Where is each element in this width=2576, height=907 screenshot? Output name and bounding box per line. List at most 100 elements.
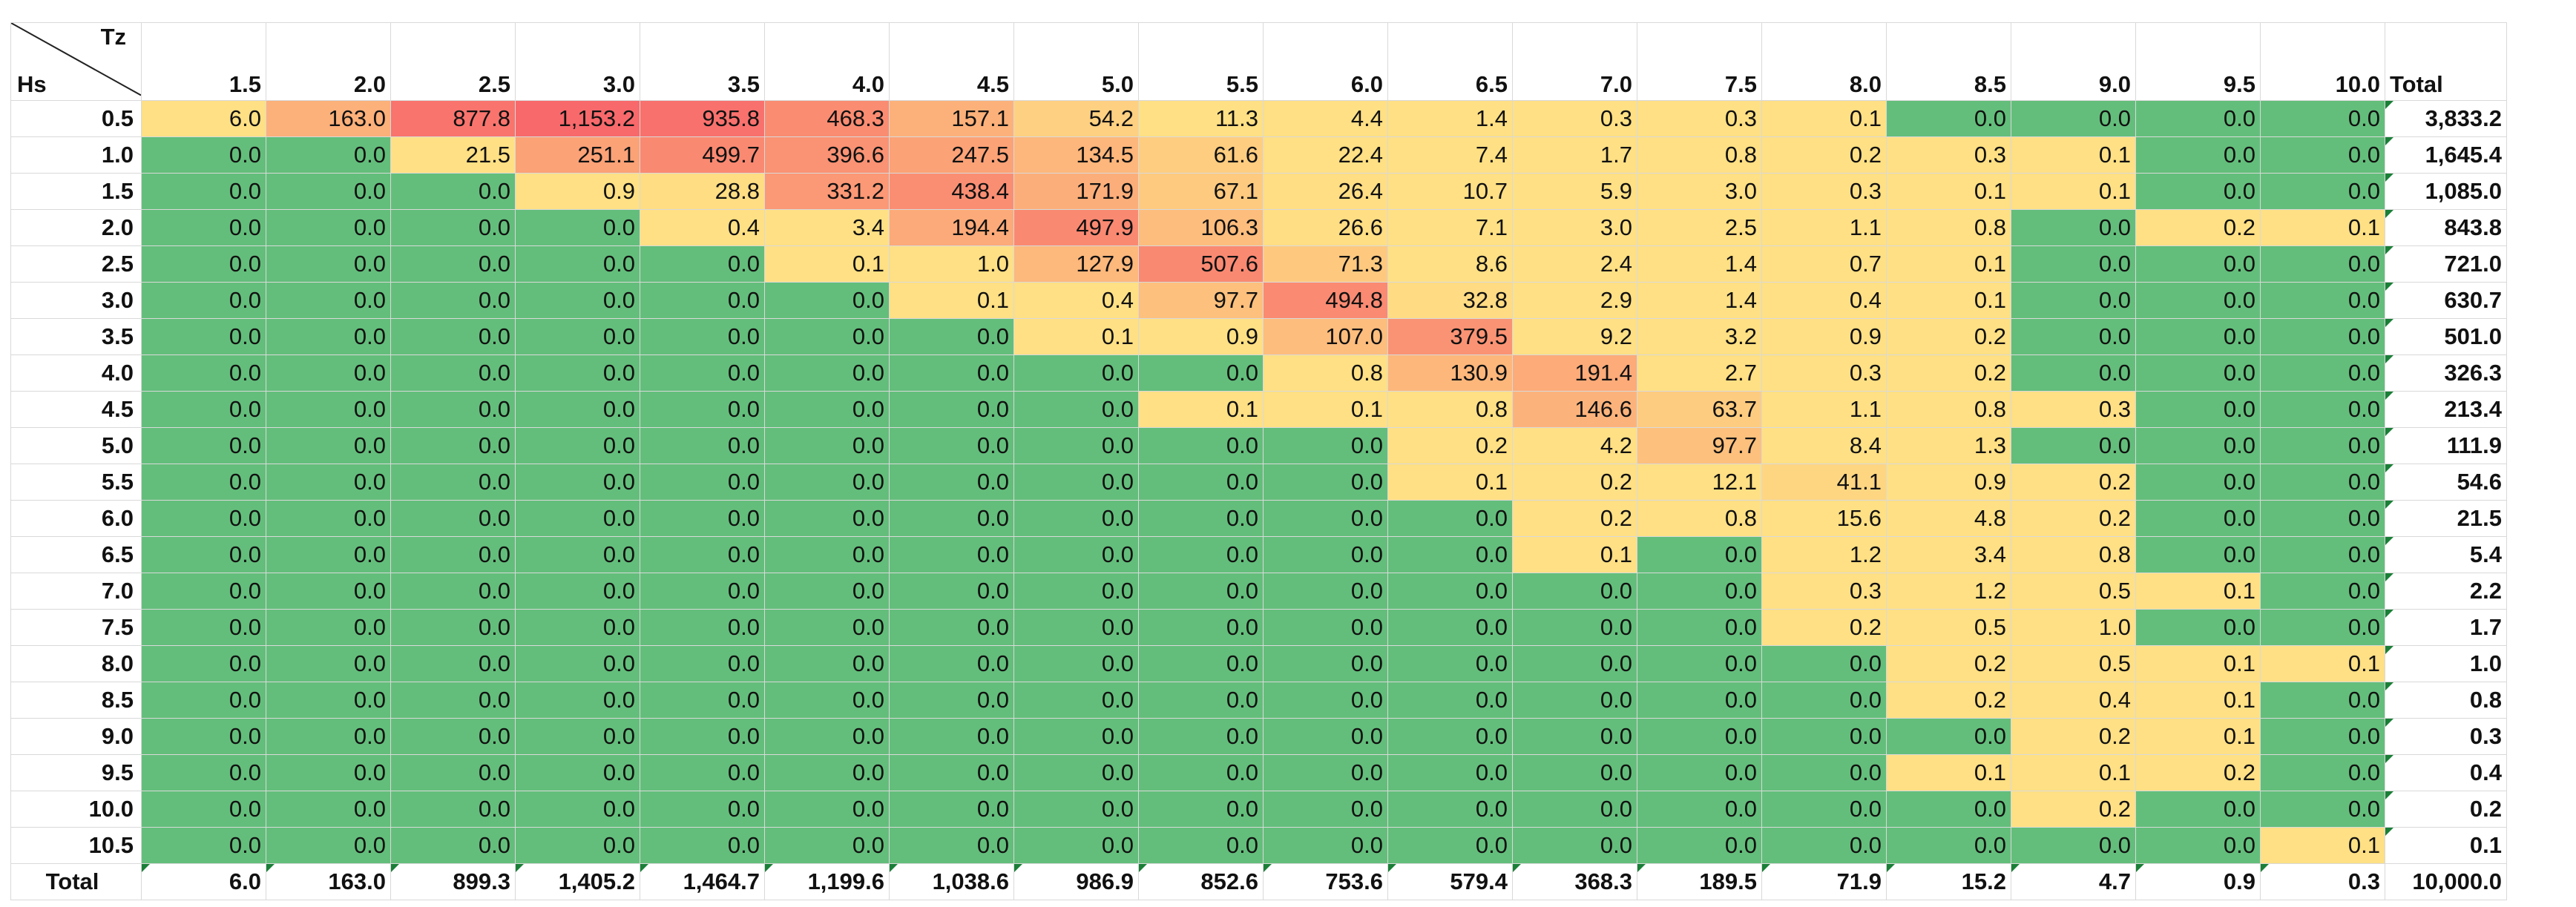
data-cell[interactable]: 0.0 <box>1013 718 1139 755</box>
data-cell[interactable]: 8.6 <box>1387 245 1513 283</box>
data-cell[interactable]: 0.0 <box>640 536 765 573</box>
data-cell[interactable]: 0.0 <box>266 609 391 646</box>
data-cell[interactable]: 0.0 <box>1263 827 1388 864</box>
data-cell[interactable]: 0.0 <box>1013 536 1139 573</box>
data-cell[interactable]: 0.0 <box>1637 536 1762 573</box>
data-cell[interactable]: 0.0 <box>2011 209 2136 246</box>
data-cell[interactable]: 0.0 <box>266 427 391 464</box>
data-cell[interactable]: 0.0 <box>515 754 640 791</box>
data-cell[interactable]: 0.0 <box>889 573 1014 610</box>
column-header[interactable]: 7.5 <box>1637 22 1762 101</box>
data-cell[interactable]: 134.5 <box>1013 136 1139 174</box>
row-total-cell[interactable]: 213.4 <box>2385 391 2507 428</box>
data-cell[interactable]: 0.0 <box>141 536 266 573</box>
data-cell[interactable]: 0.0 <box>515 391 640 428</box>
data-cell[interactable]: 0.0 <box>2260 136 2385 174</box>
data-cell[interactable]: 0.0 <box>1138 500 1264 537</box>
data-cell[interactable]: 0.0 <box>1761 682 1887 719</box>
data-cell[interactable]: 0.0 <box>2011 427 2136 464</box>
row-header[interactable]: 0.5 <box>10 100 142 137</box>
data-cell[interactable]: 0.0 <box>141 173 266 210</box>
data-cell[interactable]: 0.0 <box>640 245 765 283</box>
column-header[interactable]: 1.5 <box>141 22 266 101</box>
column-total-cell[interactable]: 1,405.2 <box>515 863 640 900</box>
row-total-cell[interactable]: 54.6 <box>2385 464 2507 501</box>
data-cell[interactable]: 28.8 <box>640 173 765 210</box>
column-header[interactable]: 9.5 <box>2135 22 2261 101</box>
row-total-cell[interactable]: 1,085.0 <box>2385 173 2507 210</box>
data-cell[interactable]: 0.0 <box>266 245 391 283</box>
data-cell[interactable]: 0.0 <box>1138 464 1264 501</box>
row-total-cell[interactable]: 0.2 <box>2385 791 2507 828</box>
data-cell[interactable]: 0.0 <box>764 718 890 755</box>
data-cell[interactable]: 0.2 <box>1387 427 1513 464</box>
data-cell[interactable]: 0.0 <box>1138 718 1264 755</box>
data-cell[interactable]: 0.0 <box>764 573 890 610</box>
data-cell[interactable]: 0.2 <box>2011 718 2136 755</box>
data-cell[interactable]: 0.0 <box>141 573 266 610</box>
data-cell[interactable]: 0.0 <box>2260 282 2385 319</box>
data-cell[interactable]: 0.2 <box>2011 464 2136 501</box>
data-cell[interactable]: 0.0 <box>2260 245 2385 283</box>
data-cell[interactable]: 0.0 <box>1263 536 1388 573</box>
data-cell[interactable]: 0.0 <box>2260 754 2385 791</box>
data-cell[interactable]: 0.0 <box>889 391 1014 428</box>
column-total-cell[interactable]: 163.0 <box>266 863 391 900</box>
data-cell[interactable]: 0.0 <box>640 500 765 537</box>
data-cell[interactable]: 0.0 <box>266 318 391 355</box>
data-cell[interactable]: 0.8 <box>1637 500 1762 537</box>
data-cell[interactable]: 0.0 <box>390 791 516 828</box>
row-header[interactable]: 6.5 <box>10 536 142 573</box>
data-cell[interactable]: 0.0 <box>266 645 391 682</box>
data-cell[interactable]: 0.0 <box>889 464 1014 501</box>
data-cell[interactable]: 0.0 <box>1138 791 1264 828</box>
data-cell[interactable]: 0.0 <box>266 827 391 864</box>
data-cell[interactable]: 0.0 <box>141 391 266 428</box>
data-cell[interactable]: 0.0 <box>515 500 640 537</box>
data-cell[interactable]: 0.0 <box>2135 245 2261 283</box>
data-cell[interactable]: 0.0 <box>266 754 391 791</box>
column-header[interactable]: 3.0 <box>515 22 640 101</box>
data-cell[interactable]: 3.0 <box>1637 173 1762 210</box>
data-cell[interactable]: 0.0 <box>141 682 266 719</box>
column-total-cell[interactable]: 986.9 <box>1013 863 1139 900</box>
data-cell[interactable]: 127.9 <box>1013 245 1139 283</box>
data-cell[interactable]: 1.4 <box>1637 282 1762 319</box>
data-cell[interactable]: 0.0 <box>1886 718 2011 755</box>
data-cell[interactable]: 0.0 <box>1761 827 1887 864</box>
column-header[interactable]: 7.0 <box>1512 22 1637 101</box>
data-cell[interactable]: 0.0 <box>2011 100 2136 137</box>
data-cell[interactable]: 0.0 <box>141 427 266 464</box>
data-cell[interactable]: 0.0 <box>1013 754 1139 791</box>
data-cell[interactable]: 0.0 <box>2260 391 2385 428</box>
row-header[interactable]: 3.5 <box>10 318 142 355</box>
data-cell[interactable]: 0.0 <box>141 718 266 755</box>
data-cell[interactable]: 0.1 <box>889 282 1014 319</box>
data-cell[interactable]: 1.2 <box>1761 536 1887 573</box>
data-cell[interactable]: 7.4 <box>1387 136 1513 174</box>
data-cell[interactable]: 0.0 <box>515 282 640 319</box>
column-total-cell[interactable]: 189.5 <box>1637 863 1762 900</box>
data-cell[interactable]: 0.0 <box>764 318 890 355</box>
column-header[interactable]: 6.0 <box>1263 22 1388 101</box>
data-cell[interactable]: 0.0 <box>1512 682 1637 719</box>
row-header[interactable]: 6.0 <box>10 500 142 537</box>
data-cell[interactable]: 0.0 <box>764 427 890 464</box>
data-cell[interactable]: 0.0 <box>2260 573 2385 610</box>
data-cell[interactable]: 0.0 <box>1263 427 1388 464</box>
data-cell[interactable]: 1.0 <box>2011 609 2136 646</box>
data-cell[interactable]: 0.0 <box>764 754 890 791</box>
data-cell[interactable]: 0.0 <box>515 536 640 573</box>
data-cell[interactable]: 251.1 <box>515 136 640 174</box>
data-cell[interactable]: 0.3 <box>1761 573 1887 610</box>
data-cell[interactable]: 0.0 <box>390 754 516 791</box>
data-cell[interactable]: 0.0 <box>764 791 890 828</box>
data-cell[interactable]: 0.0 <box>515 464 640 501</box>
data-cell[interactable]: 0.9 <box>515 173 640 210</box>
data-cell[interactable]: 0.0 <box>2135 609 2261 646</box>
data-cell[interactable]: 0.0 <box>2135 827 2261 864</box>
data-cell[interactable]: 0.0 <box>1512 718 1637 755</box>
data-cell[interactable]: 0.0 <box>141 609 266 646</box>
column-total-cell[interactable]: 0.9 <box>2135 863 2261 900</box>
data-cell[interactable]: 0.0 <box>1013 391 1139 428</box>
